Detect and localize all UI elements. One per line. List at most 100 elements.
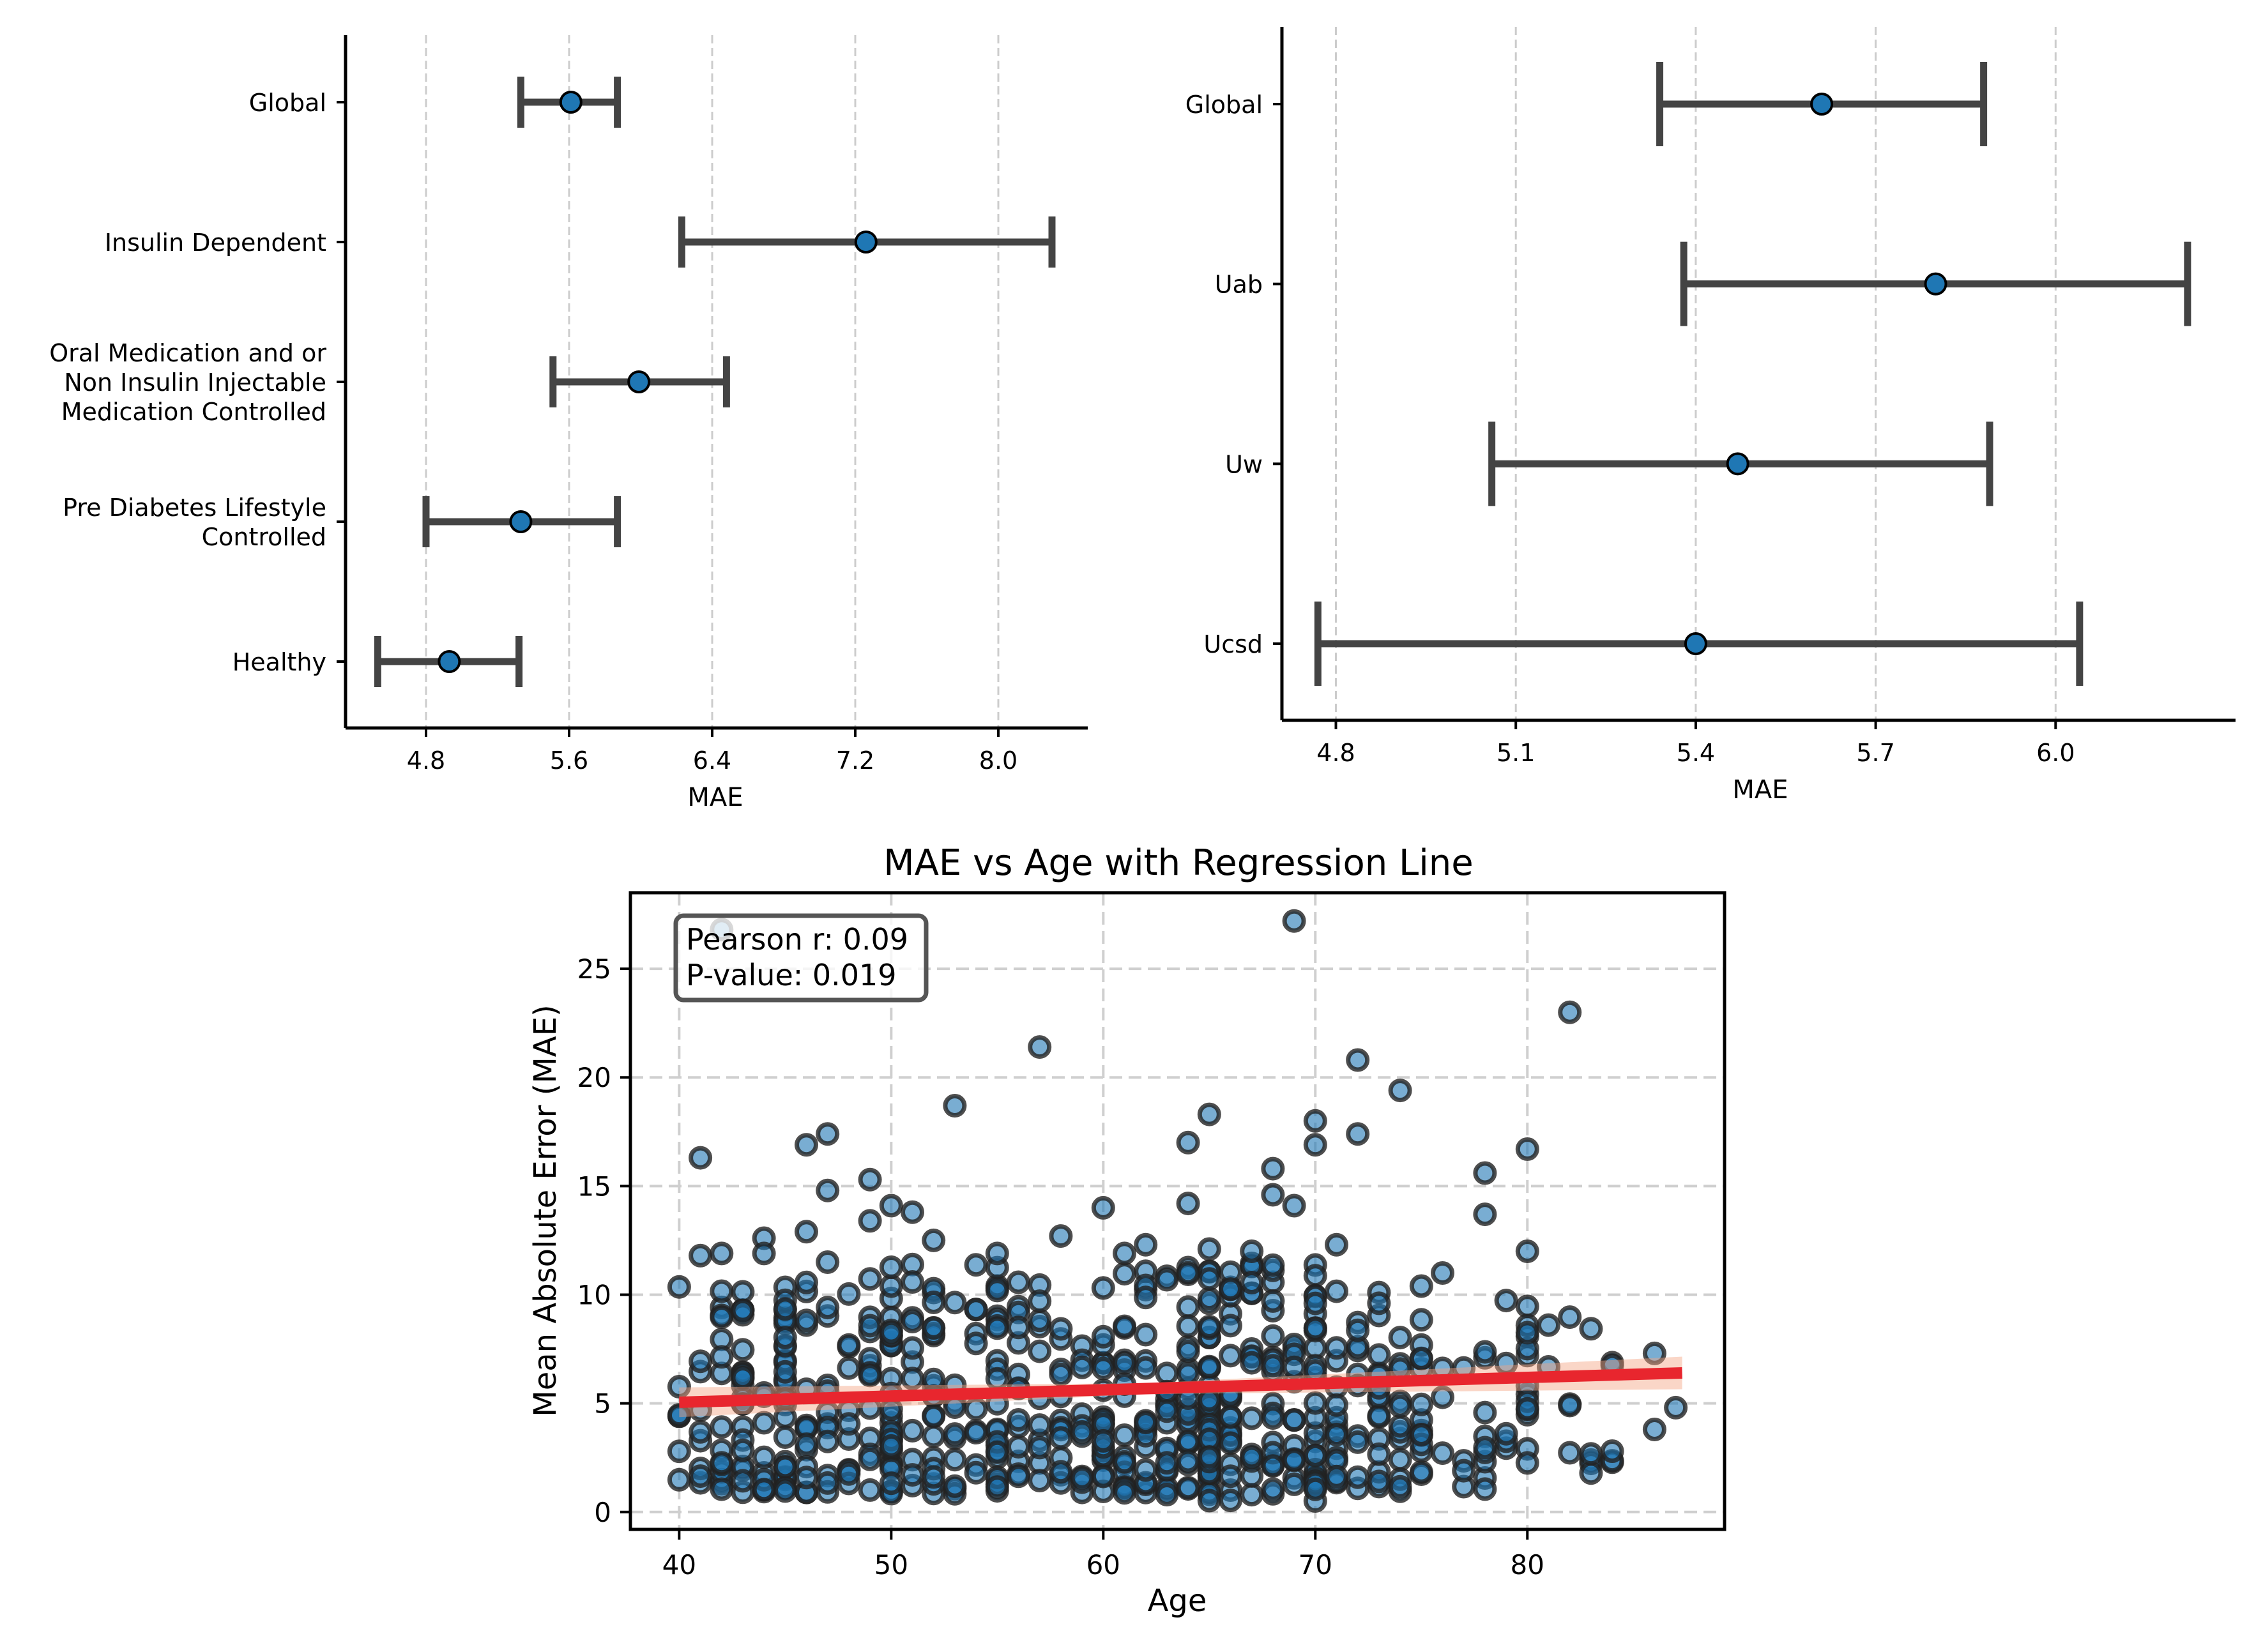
scatter-point xyxy=(1494,1421,1518,1446)
scatter-point xyxy=(985,1316,1009,1340)
scatter-point xyxy=(1134,1285,1158,1310)
scatter-point xyxy=(1028,1413,1052,1437)
scatter-x-tick-label: 60 xyxy=(1086,1549,1120,1580)
scatter-y-tick-label: 10 xyxy=(577,1280,611,1311)
scatter-point xyxy=(1240,1271,1264,1294)
scatter-point xyxy=(1176,1449,1200,1473)
scatter-point xyxy=(710,1345,734,1369)
scatter-point xyxy=(689,1420,713,1444)
tl-y-tick-label: Healthy xyxy=(232,648,326,676)
scatter-point xyxy=(985,1278,1009,1303)
scatter-point xyxy=(943,1422,967,1446)
scatter-point xyxy=(1282,909,1306,933)
scatter-point xyxy=(901,1367,924,1391)
scatter-point xyxy=(1197,1267,1221,1291)
scatter-point xyxy=(1558,1305,1582,1330)
tl-x-tick-label: 6.4 xyxy=(693,746,731,775)
scatter-x-axis-label: Age xyxy=(1148,1583,1207,1619)
scatter-point xyxy=(1388,1079,1412,1103)
tr-point-estimate xyxy=(1684,632,1707,655)
scatter-point xyxy=(1303,1264,1327,1288)
scatter-point xyxy=(1028,1436,1052,1460)
scatter-point xyxy=(1197,1354,1221,1379)
tr-y-tick-label: Ucsd xyxy=(1203,630,1263,658)
scatter-point xyxy=(837,1412,861,1436)
scatter-point xyxy=(1007,1270,1030,1294)
scatter-point xyxy=(689,1146,713,1170)
scatter-point xyxy=(1388,1474,1412,1499)
scatter-point xyxy=(1197,1445,1221,1469)
scatter-y-tick-label: 15 xyxy=(577,1171,611,1202)
scatter-point xyxy=(858,1314,882,1338)
scatter-point xyxy=(1664,1395,1688,1420)
scatter-point xyxy=(1431,1385,1454,1409)
scatter-point xyxy=(1282,1194,1306,1218)
tr-y-tick-labels: Global Uab Uw Ucsd xyxy=(1185,91,1282,658)
scatter-point xyxy=(879,1471,903,1496)
scatter-point xyxy=(1261,1454,1285,1478)
scatter-point xyxy=(795,1308,818,1333)
scatter-point xyxy=(1049,1362,1073,1386)
scatter-point xyxy=(752,1445,776,1469)
tr-y-tick-label-line: Global xyxy=(1185,91,1263,119)
scatter-point xyxy=(1219,1277,1242,1301)
scatter-point xyxy=(1642,1341,1666,1365)
scatter-point xyxy=(1091,1324,1115,1349)
scatter-point xyxy=(1070,1420,1094,1444)
scatter-point xyxy=(1325,1279,1348,1303)
scatter-point xyxy=(1028,1469,1052,1492)
scatter-point xyxy=(879,1194,903,1218)
regression-line xyxy=(679,1367,1682,1408)
scatter-point xyxy=(1409,1347,1433,1371)
scatter-title: MAE vs Age with Regression Line xyxy=(883,842,1473,884)
scatter-point xyxy=(1176,1476,1200,1500)
scatter-point xyxy=(1070,1466,1094,1490)
stats-annotation-box: Pearson r: 0.09 P-value: 0.019 xyxy=(673,913,929,1003)
tl-x-tick-labels: 4.8 5.6 6.4 7.2 8.0 xyxy=(407,728,1017,775)
scatter-point xyxy=(922,1404,946,1428)
scatter-point xyxy=(1325,1232,1348,1257)
scatter-point xyxy=(1325,1423,1348,1446)
scatter-point xyxy=(1240,1351,1264,1375)
scatter-point xyxy=(943,1094,967,1118)
tr-y-tick-label: Uab xyxy=(1215,271,1263,299)
tr-y-tick-label: Global xyxy=(1185,91,1263,119)
scatter-point xyxy=(1303,1316,1327,1340)
tl-y-tick-label-line: Controlled xyxy=(202,523,326,551)
scatter-point xyxy=(816,1122,840,1146)
scatter-point xyxy=(667,1275,691,1299)
scatter-x-tick-label: 70 xyxy=(1299,1549,1332,1580)
scatter-point xyxy=(837,1282,861,1306)
tl-point-estimate xyxy=(854,231,878,254)
scatter-point xyxy=(1113,1314,1136,1338)
scatter-point xyxy=(1007,1315,1030,1340)
scatter-point xyxy=(731,1280,755,1304)
stats-box-frame xyxy=(673,913,929,1003)
scatter-point xyxy=(1473,1400,1497,1425)
scatter-point xyxy=(1028,1289,1052,1314)
scatter-point xyxy=(1176,1339,1200,1363)
tr-point-estimate xyxy=(1726,452,1749,476)
scatter-point xyxy=(1388,1394,1412,1418)
scatter-point xyxy=(1134,1322,1158,1347)
scatter-point xyxy=(1113,1481,1136,1505)
scatter-point xyxy=(1303,1477,1327,1501)
scatter-point xyxy=(1473,1436,1497,1460)
tl-y-tick-label: Global xyxy=(249,89,326,117)
scatter-point xyxy=(1515,1397,1539,1421)
scatter-point xyxy=(1219,1405,1242,1429)
tr-y-tick-label: Uw xyxy=(1225,450,1263,478)
scatter-y-tick-label: 0 xyxy=(594,1497,611,1528)
scatter-point xyxy=(1240,1406,1264,1430)
tl-x-axis-label: MAE xyxy=(687,783,743,812)
scatter-point xyxy=(1409,1274,1433,1298)
scatter-point xyxy=(1388,1448,1412,1472)
scatter-point xyxy=(1176,1130,1200,1155)
scatter-point xyxy=(1197,1315,1221,1338)
scatter-point xyxy=(795,1220,818,1244)
scatter-point xyxy=(1303,1291,1327,1315)
scatter-point xyxy=(879,1320,903,1344)
scatter-point xyxy=(901,1270,924,1294)
scatter-point xyxy=(1515,1321,1539,1345)
scatter-point xyxy=(901,1463,924,1487)
